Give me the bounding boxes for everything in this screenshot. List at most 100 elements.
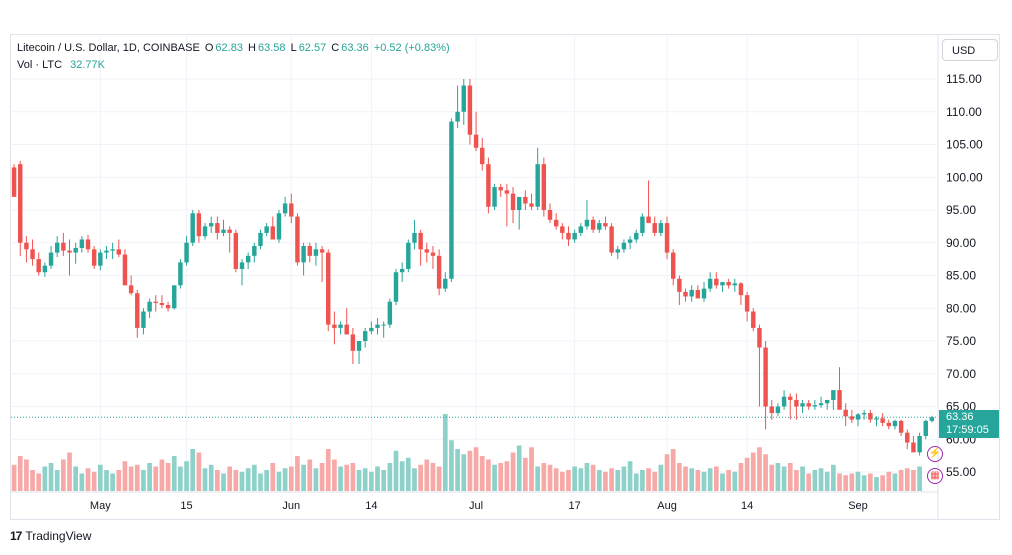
volume-bar [566, 470, 571, 491]
candle-body [486, 164, 491, 207]
lightning-event-icon[interactable]: ⚡ [927, 446, 943, 462]
volume-bar [104, 470, 109, 491]
currency-button[interactable]: USD [942, 39, 998, 61]
candle-body [874, 418, 879, 420]
candle-body [61, 242, 66, 251]
candle-body [85, 239, 91, 250]
change-value: +0.52 (+0.83%) [373, 42, 450, 54]
y-tick-label: 105.00 [946, 138, 983, 152]
brand-footer[interactable]: 17 TradingView [10, 529, 91, 543]
volume-bar [898, 470, 904, 491]
candle-body [350, 334, 356, 351]
candle-body [646, 216, 651, 224]
volume-bar [892, 473, 898, 491]
symbol-legend: Litecoin / U.S. Dollar, 1D, COINBASE O 62… [17, 42, 452, 54]
volume-bar [590, 464, 596, 491]
x-tick-label: Jul [469, 500, 483, 512]
x-tick-label: Sep [848, 500, 868, 512]
volume-bar [664, 454, 670, 491]
volume-bar [295, 456, 300, 491]
volume-bar [67, 452, 72, 491]
candle-body [794, 399, 799, 407]
volume-bar [683, 466, 688, 491]
candle-body [24, 242, 29, 250]
candle-body [905, 432, 910, 443]
candle-body [504, 190, 510, 194]
high-value: 63.58 [257, 42, 286, 54]
volume-bar [73, 466, 79, 491]
candle-body [738, 283, 744, 296]
candle-body [911, 442, 916, 453]
last-price-value: 63.36 [946, 411, 974, 423]
volume-bar [720, 473, 725, 491]
candle-body [553, 219, 559, 227]
candle-body [664, 223, 670, 253]
x-tick-label: May [90, 500, 111, 512]
volume-bar [510, 452, 516, 491]
candle-body [535, 164, 540, 207]
candle-body [455, 111, 460, 122]
candle-body [116, 249, 122, 255]
candle-body [800, 403, 805, 407]
volume-bar [855, 471, 861, 491]
volume-bar [190, 449, 196, 491]
candle-body [763, 347, 768, 407]
volume-bar [578, 468, 584, 491]
volume-bar [837, 473, 842, 491]
candle-body [609, 226, 614, 253]
candle-body [128, 285, 134, 294]
candle-body [245, 255, 251, 263]
volume-bar [91, 471, 97, 491]
candle-body [172, 285, 177, 309]
volume-bar [615, 470, 621, 491]
volume-bar [288, 466, 294, 491]
volume-bar [282, 468, 288, 491]
volume-bar [677, 463, 682, 491]
volume-bar [245, 468, 251, 491]
volume-bar [627, 461, 633, 491]
candle-body [529, 203, 534, 207]
candle-body [590, 219, 596, 230]
candle-body [399, 268, 405, 273]
volume-bar [818, 468, 824, 491]
candle-body [584, 219, 590, 227]
candle-body [424, 249, 430, 253]
volume-bar [233, 470, 239, 491]
candle-body [855, 414, 861, 420]
volume-bar [356, 470, 362, 491]
volume-bar [775, 463, 781, 491]
volume-bar [917, 466, 922, 491]
volume-bar [689, 468, 695, 491]
candle-body [98, 252, 103, 266]
candle-body [560, 226, 565, 233]
candle-body [110, 249, 115, 251]
candle-body [178, 262, 183, 286]
candle-body [917, 435, 922, 453]
candle-body [929, 417, 935, 421]
volume-bar [750, 452, 756, 491]
volume-bar [541, 463, 547, 491]
volume-bar [344, 464, 350, 491]
volume-bar [418, 464, 423, 491]
volume-bar [603, 471, 608, 491]
candle-body [707, 278, 713, 289]
volume-bar [880, 475, 885, 491]
volume-bar [387, 463, 393, 491]
volume-bar [436, 466, 442, 491]
volume-bar [461, 454, 467, 491]
volume-bar [116, 470, 122, 491]
candle-body [732, 283, 738, 286]
volume-bar [473, 447, 479, 491]
candle-body [289, 203, 294, 217]
candle-body [541, 164, 547, 210]
candle-body [578, 226, 584, 233]
volume-bar [251, 464, 257, 491]
volume-bar [171, 456, 177, 491]
candle-body [295, 216, 300, 263]
volume-bar [227, 466, 233, 491]
close-label: C [331, 42, 340, 54]
y-tick-label: 80.00 [946, 301, 976, 315]
flag-event-icon[interactable]: ▦ [927, 468, 943, 484]
candle-body [338, 324, 343, 328]
